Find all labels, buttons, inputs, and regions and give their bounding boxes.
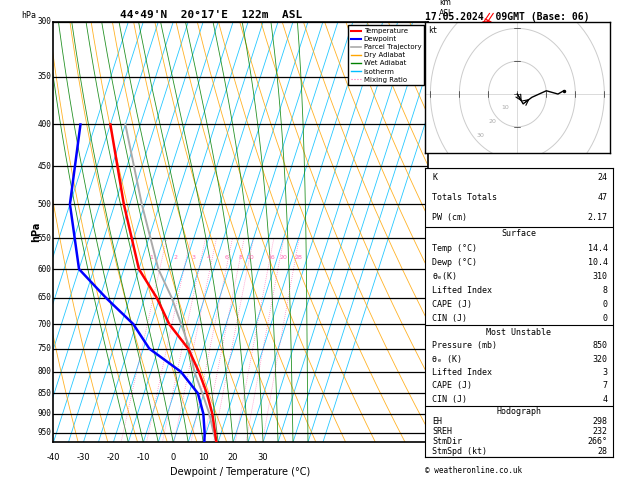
Text: hPa: hPa [21, 11, 36, 20]
Text: -6: -6 [430, 173, 437, 182]
Text: 0: 0 [603, 314, 608, 323]
Text: 24: 24 [598, 173, 608, 182]
Text: 2: 2 [174, 255, 178, 260]
Text: 8: 8 [238, 255, 242, 260]
Text: SREH: SREH [432, 427, 452, 436]
Text: θₑ(K): θₑ(K) [432, 272, 457, 280]
Text: Lifted Index: Lifted Index [432, 368, 492, 377]
Text: 850: 850 [593, 341, 608, 350]
Text: 500: 500 [38, 200, 52, 208]
Text: 0: 0 [170, 453, 176, 462]
Text: hPa: hPa [31, 222, 42, 242]
Text: 10: 10 [198, 453, 208, 462]
Text: StmDir: StmDir [432, 437, 462, 446]
Text: 20: 20 [228, 453, 238, 462]
Text: Mixing Ratio (g/kg): Mixing Ratio (g/kg) [448, 195, 457, 269]
Text: -5: -5 [430, 218, 437, 227]
Text: Surface: Surface [501, 229, 537, 239]
Text: -40: -40 [47, 453, 60, 462]
Text: © weatheronline.co.uk: © weatheronline.co.uk [425, 466, 521, 475]
Text: 10: 10 [247, 255, 255, 260]
Text: K: K [432, 173, 437, 182]
Text: -30: -30 [77, 453, 90, 462]
Text: 6: 6 [225, 255, 228, 260]
Text: 20: 20 [489, 120, 497, 124]
Text: 47: 47 [598, 193, 608, 202]
Text: -3: -3 [430, 307, 437, 316]
Text: 300: 300 [38, 17, 52, 26]
Text: 14.4: 14.4 [587, 243, 608, 253]
Text: 30: 30 [258, 453, 269, 462]
Text: 450: 450 [38, 162, 52, 171]
Text: θₑ (K): θₑ (K) [432, 354, 462, 364]
Text: 20: 20 [279, 255, 287, 260]
Text: 0: 0 [603, 300, 608, 309]
Text: 1: 1 [150, 255, 153, 260]
Text: 30: 30 [477, 133, 484, 139]
Text: Hodograph: Hodograph [496, 407, 542, 416]
Text: 232: 232 [593, 427, 608, 436]
Text: 320: 320 [593, 354, 608, 364]
Text: 4: 4 [207, 255, 211, 260]
Text: 298: 298 [593, 417, 608, 426]
Text: 44°49'N  20°17'E  122m  ASL: 44°49'N 20°17'E 122m ASL [120, 10, 302, 20]
Text: 7: 7 [603, 382, 608, 390]
Text: Pressure (mb): Pressure (mb) [432, 341, 497, 350]
Text: 3: 3 [192, 255, 196, 260]
Text: 2.17: 2.17 [587, 212, 608, 222]
Text: 4: 4 [603, 395, 608, 404]
Legend: Temperature, Dewpoint, Parcel Trajectory, Dry Adiabat, Wet Adiabat, Isotherm, Mi: Temperature, Dewpoint, Parcel Trajectory… [348, 25, 424, 86]
Text: Most Unstable: Most Unstable [486, 328, 552, 336]
Text: CAPE (J): CAPE (J) [432, 382, 472, 390]
Text: 28: 28 [598, 447, 608, 456]
Text: StmSpd (kt): StmSpd (kt) [432, 447, 487, 456]
Text: CIN (J): CIN (J) [432, 314, 467, 323]
Text: Dewpoint / Temperature (°C): Dewpoint / Temperature (°C) [170, 468, 311, 477]
Text: CIN (J): CIN (J) [432, 395, 467, 404]
Text: -2: -2 [430, 351, 437, 360]
Text: Totals Totals: Totals Totals [432, 193, 497, 202]
Text: -7: -7 [430, 126, 437, 135]
Text: 650: 650 [38, 293, 52, 302]
Text: Dewp (°C): Dewp (°C) [432, 258, 477, 266]
Text: 550: 550 [38, 234, 52, 243]
Text: -8: -8 [430, 77, 437, 87]
Text: km
ASL: km ASL [439, 0, 454, 17]
Text: PW (cm): PW (cm) [432, 212, 467, 222]
Text: 900: 900 [38, 409, 52, 418]
Text: 350: 350 [38, 72, 52, 81]
Text: -1: -1 [430, 399, 437, 408]
Text: 310: 310 [593, 272, 608, 280]
Text: 10.4: 10.4 [587, 258, 608, 266]
Text: Temp (°C): Temp (°C) [432, 243, 477, 253]
Text: 750: 750 [38, 344, 52, 353]
Text: 600: 600 [38, 264, 52, 274]
Text: 16: 16 [268, 255, 276, 260]
Text: kt: kt [428, 26, 438, 35]
Text: Lifted Index: Lifted Index [432, 286, 492, 295]
Text: -LCL: -LCL [430, 434, 445, 440]
Text: 400: 400 [38, 120, 52, 129]
Text: 266°: 266° [587, 437, 608, 446]
Text: CAPE (J): CAPE (J) [432, 300, 472, 309]
Text: 850: 850 [38, 389, 52, 398]
Text: 3: 3 [603, 368, 608, 377]
Text: 28: 28 [294, 255, 303, 260]
Text: 17.05.2024  09GMT (Base: 06): 17.05.2024 09GMT (Base: 06) [425, 12, 589, 22]
Text: EH: EH [432, 417, 442, 426]
Text: 10: 10 [501, 105, 509, 110]
Text: 700: 700 [38, 320, 52, 329]
Text: -20: -20 [106, 453, 120, 462]
Text: 800: 800 [38, 367, 52, 376]
Text: -10: -10 [136, 453, 150, 462]
Text: -4: -4 [430, 262, 437, 271]
Text: 8: 8 [603, 286, 608, 295]
Text: 950: 950 [38, 429, 52, 437]
